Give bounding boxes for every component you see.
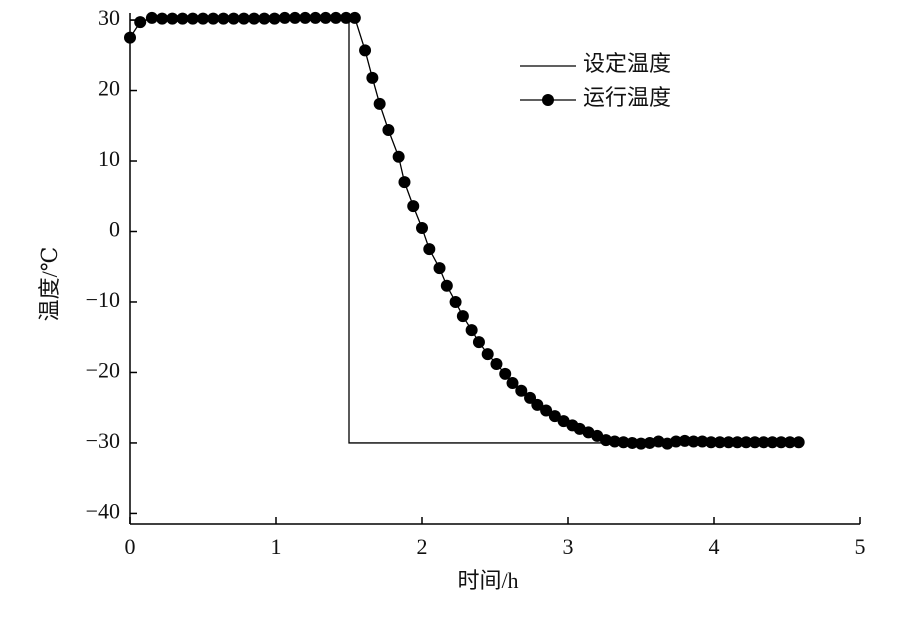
- data-point: [433, 262, 446, 275]
- data-point: [134, 16, 147, 29]
- data-point: [548, 410, 561, 423]
- data-point: [373, 97, 386, 110]
- data-point: [713, 436, 726, 449]
- data-point: [217, 12, 230, 25]
- data-point: [407, 200, 420, 213]
- data-point: [635, 437, 647, 450]
- data-point: [506, 377, 519, 390]
- data-point: [423, 243, 436, 256]
- data-point: [783, 436, 796, 449]
- data-point: [696, 435, 709, 448]
- data-point: [248, 12, 261, 25]
- data-point: [705, 436, 718, 449]
- data-point: [608, 435, 621, 448]
- y-axis-label: 温度/℃: [37, 247, 62, 322]
- data-point: [299, 11, 312, 24]
- data-point: [227, 12, 240, 25]
- data-point: [416, 221, 428, 234]
- data-point: [156, 12, 169, 25]
- x-tick-label: 3: [563, 534, 574, 559]
- legend-label: 运行温度: [583, 85, 671, 110]
- data-point: [515, 384, 528, 397]
- series-line: [129, 17, 799, 445]
- data-point: [481, 348, 494, 361]
- data-point: [359, 44, 372, 57]
- y-tick-label: 20: [98, 76, 120, 101]
- data-point: [176, 12, 189, 25]
- data-point: [792, 436, 805, 449]
- data-point: [722, 436, 735, 449]
- data-point: [166, 12, 179, 25]
- data-point: [340, 11, 353, 24]
- data-point: [392, 150, 405, 163]
- x-axis-label: 时间/h: [457, 568, 518, 593]
- data-point: [440, 279, 453, 292]
- x-tick-label: 1: [271, 534, 282, 559]
- y-tick-label: −40: [86, 498, 120, 523]
- data-point: [124, 31, 136, 44]
- data-point: [237, 12, 250, 25]
- y-tick-label: 0: [109, 217, 120, 242]
- data-point: [207, 12, 220, 25]
- data-point: [145, 11, 158, 24]
- data-point: [197, 12, 209, 25]
- data-point: [531, 398, 544, 411]
- data-point: [626, 436, 639, 449]
- y-tick-label: 10: [98, 146, 120, 171]
- y-tick-label: −20: [86, 358, 120, 383]
- data-point: [329, 11, 342, 24]
- data-point: [472, 336, 485, 349]
- data-point: [186, 12, 199, 25]
- data-point: [348, 11, 361, 24]
- data-point: [309, 11, 322, 24]
- data-point: [766, 436, 779, 449]
- data-point: [731, 436, 744, 449]
- data-point: [366, 71, 379, 84]
- y-tick-label: −10: [86, 287, 120, 312]
- data-point: [499, 367, 512, 380]
- data-point: [449, 295, 462, 308]
- data-point: [678, 434, 691, 447]
- x-tick-label: 4: [709, 534, 720, 559]
- y-tick-label: −30: [86, 428, 120, 453]
- data-point: [288, 11, 301, 24]
- data-point: [382, 124, 395, 137]
- legend-marker: [542, 94, 554, 106]
- legend-label: 设定温度: [583, 51, 671, 76]
- data-point: [319, 11, 332, 24]
- data-point: [687, 435, 700, 448]
- data-point: [398, 176, 411, 189]
- data-point: [740, 436, 753, 449]
- data-point: [465, 324, 478, 337]
- x-tick-label: 5: [855, 534, 866, 559]
- series-line: [130, 19, 799, 444]
- data-point: [540, 404, 553, 417]
- data-point: [258, 12, 271, 25]
- data-point: [268, 12, 281, 25]
- x-tick-label: 0: [125, 534, 136, 559]
- data-point: [456, 310, 469, 323]
- y-tick-label: 30: [98, 5, 120, 30]
- data-point: [617, 436, 630, 449]
- x-tick-label: 2: [417, 534, 428, 559]
- data-point: [748, 436, 761, 449]
- data-point: [775, 436, 788, 449]
- data-point: [757, 436, 770, 449]
- data-point: [278, 11, 291, 24]
- data-point: [670, 435, 683, 448]
- data-point: [490, 358, 503, 371]
